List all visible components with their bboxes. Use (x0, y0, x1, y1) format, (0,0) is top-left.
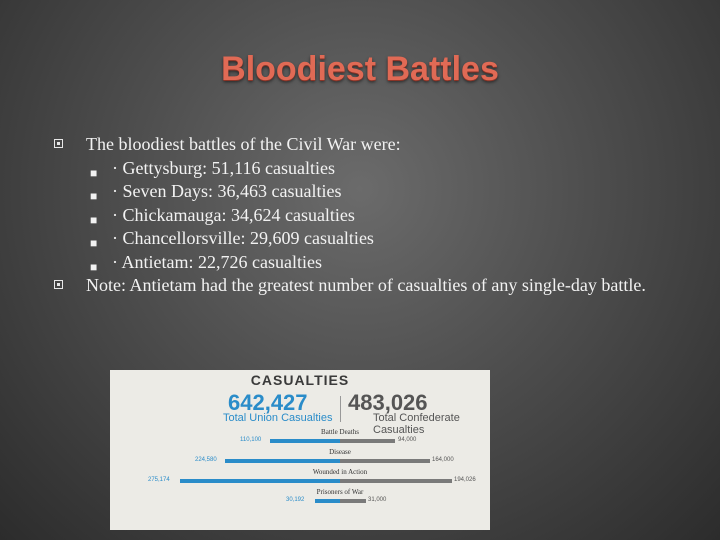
casualties-infographic: CASUALTIES 642,427 483,026 Total Union C… (110, 370, 490, 530)
bullet-intro: The bloodiest battles of the Civil War w… (50, 133, 670, 157)
union-total: 642,427 (228, 390, 308, 415)
category-label: Prisoners of War (316, 488, 364, 496)
bullet-square-filled-icon: ■ (90, 259, 98, 274)
bullet-square-filled-icon: ■ (90, 189, 98, 203)
sub-bullet-text: · Chickamauga: 34,624 casualties (112, 204, 355, 225)
sub-bullet: ■ · Seven Days: 36,463 casualties (50, 180, 670, 204)
confederate-value: 94,000 (398, 437, 417, 443)
confederate-bar (340, 479, 452, 483)
confederate-total: 483,026 (348, 390, 428, 415)
sub-bullet-text: · Gettysburg: 51,116 casualties (112, 157, 335, 178)
union-value: 30,192 (286, 497, 305, 503)
confederate-bar (340, 439, 395, 443)
category-label: Wounded in Action (312, 468, 368, 476)
confederate-bar (340, 459, 430, 463)
sub-bullet: ■ · Gettysburg: 51,116 casualties (50, 157, 670, 181)
sub-bullet: ■ · Chancellorsville: 29,609 casualties (50, 227, 670, 251)
bullet-note-text: Note: Antietam had the greatest number o… (86, 275, 646, 295)
union-bar (225, 459, 340, 463)
category-label: Disease (329, 448, 351, 456)
confederate-value: 31,000 (368, 497, 387, 503)
bullet-square-filled-icon: ■ (90, 165, 98, 180)
union-value: 275,174 (148, 477, 170, 483)
slide-title: Bloodiest Battles (221, 50, 499, 88)
bullet-square-icon (54, 280, 63, 289)
sub-bullet: ■ · Chickamauga: 34,624 casualties (50, 204, 670, 228)
confederate-bar (340, 499, 366, 503)
sub-bullet-text: · Seven Days: 36,463 casualties (112, 181, 342, 201)
union-bar (315, 499, 340, 503)
confederate-total-label: Total Confederate Casualties (373, 412, 460, 436)
bullet-square-icon (54, 139, 63, 148)
union-bar (270, 439, 340, 443)
sub-bullet-text: · Chancellorsville: 29,609 casualties (112, 228, 374, 248)
bullet-intro-text: The bloodiest battles of the Civil War w… (86, 134, 401, 154)
bullet-square-filled-icon: ■ (90, 212, 98, 227)
union-bar (180, 479, 340, 483)
category-label: Battle Deaths (321, 428, 359, 436)
union-total-label: Total Union Casualties (223, 412, 333, 424)
infographic-title: CASUALTIES (250, 372, 350, 388)
confederate-value: 164,000 (432, 457, 454, 463)
bullet-list: The bloodiest battles of the Civil War w… (50, 133, 670, 298)
total-divider (340, 396, 341, 422)
bullet-note: Note: Antietam had the greatest number o… (50, 274, 670, 298)
bullet-square-filled-icon: ■ (90, 236, 98, 250)
confederate-value: 194,026 (454, 477, 476, 483)
sub-bullet-text: · Antietam: 22,726 casualties (112, 251, 322, 272)
union-value: 110,100 (240, 437, 262, 443)
sub-bullet: ■ · Antietam: 22,726 casualties (50, 251, 670, 275)
union-value: 224,580 (195, 457, 217, 463)
